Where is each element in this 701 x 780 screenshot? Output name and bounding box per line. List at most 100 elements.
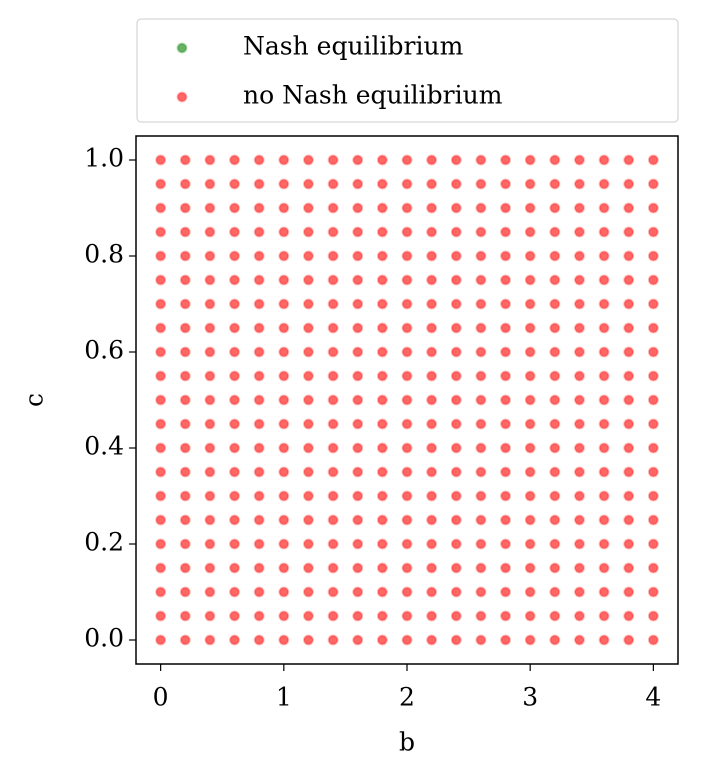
scatter-point	[401, 274, 413, 286]
scatter-point	[302, 298, 314, 310]
scatter-point	[573, 250, 585, 262]
scatter-point	[352, 370, 364, 382]
scatter-point	[401, 466, 413, 478]
scatter-point	[573, 634, 585, 646]
scatter-point	[549, 442, 561, 454]
scatter-point	[475, 370, 487, 382]
scatter-point	[647, 202, 659, 214]
scatter-point	[401, 586, 413, 598]
scatter-point	[278, 442, 290, 454]
scatter-point	[500, 586, 512, 598]
scatter-point	[327, 346, 339, 358]
scatter-point	[204, 178, 216, 190]
scatter-point	[598, 538, 610, 550]
scatter-point	[475, 322, 487, 334]
scatter-point	[179, 346, 191, 358]
scatter-point	[426, 250, 438, 262]
scatter-point	[204, 370, 216, 382]
scatter-point	[376, 442, 388, 454]
scatter-point	[549, 370, 561, 382]
scatter-point	[179, 322, 191, 334]
scatter-point	[155, 466, 167, 478]
scatter-point	[450, 538, 462, 550]
scatter-point	[598, 298, 610, 310]
scatter-point	[376, 322, 388, 334]
scatter-point	[302, 154, 314, 166]
scatter-point	[573, 346, 585, 358]
scatter-point	[623, 178, 635, 190]
scatter-point	[204, 514, 216, 526]
scatter-point	[401, 514, 413, 526]
scatter-point	[549, 490, 561, 502]
scatter-point	[500, 226, 512, 238]
scatter-point	[302, 346, 314, 358]
scatter-point	[524, 442, 536, 454]
scatter-point	[524, 346, 536, 358]
scatter-point	[500, 562, 512, 574]
scatter-point	[253, 538, 265, 550]
scatter-point	[352, 514, 364, 526]
scatter-point	[524, 418, 536, 430]
scatter-point	[352, 346, 364, 358]
scatter-point	[352, 322, 364, 334]
scatter-point	[647, 322, 659, 334]
scatter-point	[647, 250, 659, 262]
scatter-point	[500, 634, 512, 646]
scatter-point	[302, 418, 314, 430]
scatter-point	[500, 274, 512, 286]
scatter-point	[500, 490, 512, 502]
scatter-point	[179, 466, 191, 478]
scatter-point	[598, 466, 610, 478]
scatter-point	[475, 538, 487, 550]
scatter-point	[376, 562, 388, 574]
scatter-point	[327, 226, 339, 238]
scatter-point	[302, 394, 314, 406]
scatter-point	[573, 226, 585, 238]
scatter-point	[376, 394, 388, 406]
scatter-point	[401, 370, 413, 382]
scatter-point	[524, 178, 536, 190]
scatter-point	[573, 562, 585, 574]
scatter-point	[229, 202, 241, 214]
scatter-point	[500, 154, 512, 166]
scatter-point	[179, 178, 191, 190]
scatter-point	[426, 610, 438, 622]
scatter-point	[549, 466, 561, 478]
scatter-point	[524, 586, 536, 598]
scatter-point	[426, 418, 438, 430]
scatter-point	[352, 442, 364, 454]
scatter-point	[376, 178, 388, 190]
scatter-point	[426, 274, 438, 286]
scatter-point	[327, 490, 339, 502]
scatter-point	[524, 466, 536, 478]
scatter-point	[549, 178, 561, 190]
scatter-point	[229, 322, 241, 334]
scatter-point	[500, 418, 512, 430]
scatter-point	[623, 418, 635, 430]
scatter-point	[475, 442, 487, 454]
scatter-point	[204, 538, 216, 550]
scatter-point	[598, 418, 610, 430]
scatter-point	[376, 250, 388, 262]
scatter-point	[647, 514, 659, 526]
scatter-point	[450, 418, 462, 430]
scatter-point	[327, 370, 339, 382]
scatter-point	[401, 202, 413, 214]
scatter-point	[549, 298, 561, 310]
scatter-point	[426, 586, 438, 598]
scatter-point	[327, 538, 339, 550]
scatter-point	[426, 346, 438, 358]
scatter-point	[229, 466, 241, 478]
scatter-point	[524, 634, 536, 646]
scatter-point	[229, 370, 241, 382]
scatter-point	[155, 322, 167, 334]
scatter-point	[598, 442, 610, 454]
scatter-point	[179, 562, 191, 574]
scatter-point	[253, 274, 265, 286]
scatter-point	[327, 202, 339, 214]
scatter-point	[450, 442, 462, 454]
scatter-point	[229, 394, 241, 406]
scatter-point	[253, 418, 265, 430]
scatter-point	[352, 490, 364, 502]
scatter-point	[450, 394, 462, 406]
